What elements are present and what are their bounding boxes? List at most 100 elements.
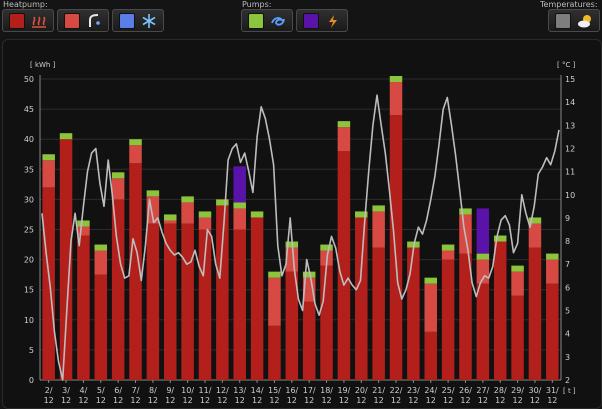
y2-tick-label: 2 <box>565 376 570 385</box>
x-tick-label-month: 12 <box>426 396 436 405</box>
x-tick-label-day: 21/ <box>372 386 385 395</box>
bar-pump1 <box>268 271 281 278</box>
x-tick-label-month: 12 <box>547 396 557 405</box>
bar-pump1 <box>42 154 55 161</box>
bar-hotwater <box>285 247 299 272</box>
cooling-swatch <box>119 12 135 29</box>
x-tick-label-day: 28/ <box>494 386 507 395</box>
bar-heating <box>546 283 559 380</box>
bar-heating <box>198 229 212 380</box>
y-tick-label: 10 <box>24 316 34 325</box>
bar-heating <box>302 301 316 380</box>
bar-hotwater <box>42 160 55 188</box>
bar-hotwater <box>528 223 542 248</box>
heating-toggle-button[interactable] <box>2 9 54 32</box>
bar-pump1 <box>129 139 142 146</box>
bar-pump1 <box>337 121 351 128</box>
x-tick-label-day: 6/ <box>114 386 122 395</box>
y2-tick-label: 3 <box>565 353 570 362</box>
y2-axis-label: [ °C ] <box>557 61 576 69</box>
bar-heating <box>528 247 542 380</box>
bar-heating <box>181 223 194 380</box>
bar-hotwater <box>94 250 108 275</box>
x-tick-label-day: 20/ <box>355 386 368 395</box>
bar-heating <box>129 163 142 380</box>
x-tick-label-month: 12 <box>130 396 140 405</box>
y2-tick-label: 8 <box>565 237 570 246</box>
bar-pump1 <box>546 253 559 260</box>
bar-heating <box>111 199 125 380</box>
bar-pump1 <box>528 217 542 224</box>
bar-pump1 <box>59 133 73 140</box>
y2-tick-label: 10 <box>565 191 575 200</box>
x-tick-label-day: 24/ <box>424 386 437 395</box>
bar-heating <box>59 139 73 380</box>
y-tick-label: 35 <box>24 165 34 174</box>
pump-swirl-icon <box>271 16 285 26</box>
pump2-toggle-button[interactable] <box>296 9 348 32</box>
x-tick-label-day: 15/ <box>268 386 281 395</box>
energy-chart-panel: 0 5 10 15 20 25 30 35 40 45 50 2 3 4 5 6 7 8 9 10 11 12 13 14 15… <box>2 39 602 409</box>
y2-tick-label: 5 <box>565 307 570 316</box>
x-tick-label-day: 12/ <box>216 386 229 395</box>
pump1-swatch <box>248 12 264 29</box>
bar-heating <box>146 223 160 380</box>
bar-pump1 <box>493 235 507 242</box>
bar-heating <box>216 205 229 380</box>
bar-pump1 <box>302 271 316 278</box>
bar-pump2 <box>233 166 246 203</box>
x-tick-label-month: 12 <box>113 396 123 405</box>
bar-pump1 <box>181 196 194 203</box>
x-axis-unit: [ t ] <box>563 387 576 395</box>
pumps-label: Pumps: <box>242 0 272 9</box>
y2-tick-label: 6 <box>565 283 570 292</box>
x-tick-label-day: 10/ <box>181 386 194 395</box>
bar-pump1 <box>94 244 108 251</box>
x-tick-label-day: 13/ <box>233 386 246 395</box>
y-tick-label: 40 <box>24 135 34 144</box>
bar-hotwater <box>77 226 90 236</box>
pump1-toggle-button[interactable] <box>241 9 293 32</box>
hot-water-swatch <box>64 12 80 29</box>
cooling-toggle-button[interactable] <box>112 9 164 32</box>
y-tick-label: 20 <box>24 256 34 265</box>
x-tick-label-month: 12 <box>374 396 384 405</box>
bar-heating <box>372 247 385 380</box>
x-tick-label-month: 12 <box>235 396 245 405</box>
bar-heating <box>493 241 507 380</box>
y-axis-label: [ kWh ] <box>30 61 56 69</box>
heating-swatch <box>9 12 25 29</box>
x-tick-label-day: 25/ <box>442 386 455 395</box>
bar-hotwater <box>198 217 212 230</box>
bar-pump1 <box>459 208 472 215</box>
x-tick-label-month: 12 <box>217 396 227 405</box>
x-tick-label-month: 12 <box>495 396 505 405</box>
x-tick-label-day: 17/ <box>303 386 316 395</box>
x-tick-label-month: 12 <box>391 396 401 405</box>
y2-tick-label: 14 <box>565 98 575 107</box>
x-tick-label-day: 18/ <box>320 386 333 395</box>
x-tick-label-day: 5/ <box>97 386 105 395</box>
bar-heating <box>407 247 420 380</box>
energy-temperature-chart: 0510152025303540455023456789101112131415… <box>24 61 576 405</box>
bar-hotwater <box>476 259 490 284</box>
bar-hotwater <box>372 211 385 248</box>
temperature-toggle-button[interactable] <box>548 9 600 32</box>
bar-heating <box>476 283 490 380</box>
x-tick-label-month: 12 <box>148 396 158 405</box>
bar-hotwater <box>129 145 142 164</box>
x-tick-label-month: 12 <box>443 396 453 405</box>
y2-tick-label: 4 <box>565 330 570 339</box>
x-tick-label-month: 12 <box>252 396 262 405</box>
bar-hotwater <box>337 127 351 152</box>
bar-hotwater <box>441 250 455 260</box>
x-tick-label-day: 27/ <box>476 386 489 395</box>
bar-heating <box>389 115 403 381</box>
x-tick-label-day: 9/ <box>166 386 174 395</box>
y-tick-label: 50 <box>24 75 34 84</box>
x-tick-label-day: 19/ <box>337 386 350 395</box>
hot-water-toggle-button[interactable] <box>57 9 109 32</box>
bar-pump1 <box>198 211 212 218</box>
bar-heating <box>163 223 177 380</box>
y2-tick-label: 12 <box>565 144 575 153</box>
